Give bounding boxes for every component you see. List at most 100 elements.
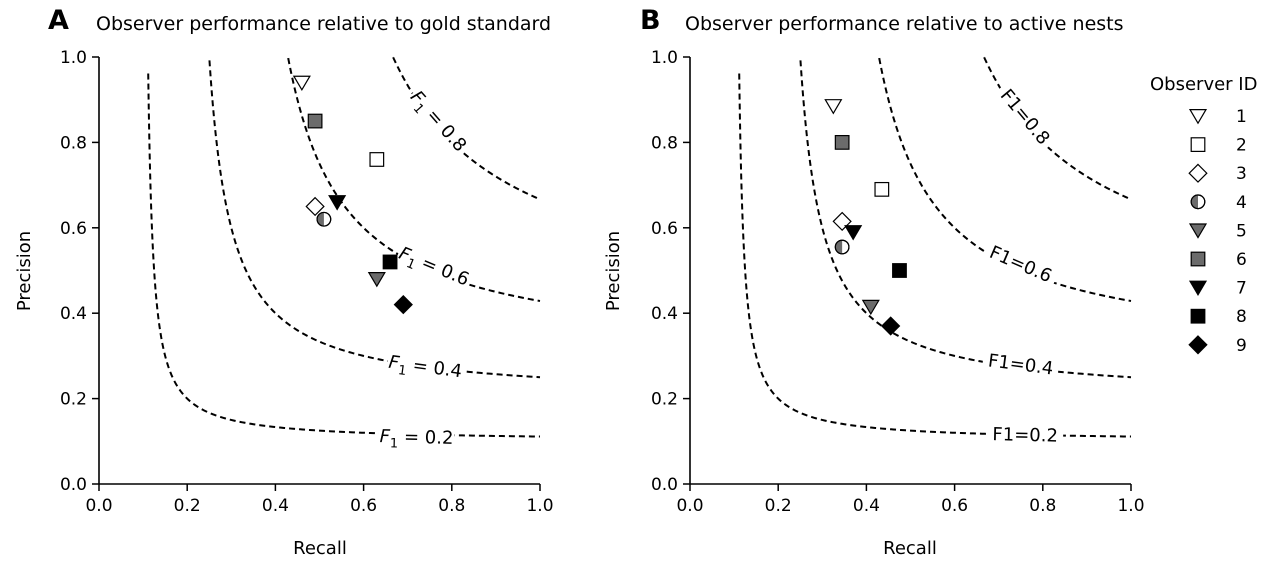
data-point-observer-1-shape <box>824 99 843 115</box>
x-tick-label: 0.0 <box>85 496 112 516</box>
f1-label-subscript: 1 <box>390 436 399 451</box>
legend-marker-observer-4-outline <box>1190 194 1206 210</box>
f1-contour-label-group: F1=0.8 <box>992 79 1060 154</box>
legend-marker-observer-6 <box>1190 251 1206 267</box>
f1-contour-label: F1 = 0.4 <box>387 352 463 387</box>
data-point-observer-8 <box>892 263 907 278</box>
f1-contour-label-bg <box>405 83 474 157</box>
legend-marker-observer-9-shape <box>1188 335 1208 355</box>
f1-contour-line <box>799 60 1132 379</box>
x-tick-label: 0.6 <box>350 496 377 516</box>
data-point-observer-7-shape <box>328 195 347 211</box>
legend-label: 2 <box>1236 136 1247 156</box>
legend-label: 3 <box>1236 164 1247 184</box>
x-axis-label: Recall <box>883 538 937 559</box>
legend-label: 7 <box>1236 279 1247 299</box>
f1-label-subscript: 1 <box>397 363 407 379</box>
y-tick-label: 0.0 <box>60 475 87 495</box>
legend-marker-observer-7-shape <box>1188 280 1208 296</box>
data-point-observer-7 <box>844 225 863 241</box>
y-tick-label: 0.2 <box>651 390 678 410</box>
legend-label: 9 <box>1236 336 1247 356</box>
data-point-observer-5-shape <box>861 299 880 316</box>
x-tick-label: 1.0 <box>1117 496 1144 516</box>
legend-marker-observer-2 <box>1190 137 1206 153</box>
f1-contour-label: F1 = 0.2 <box>379 426 453 453</box>
data-point-observer-2 <box>369 152 385 167</box>
legend-marker-observer-3 <box>1188 163 1208 183</box>
f1-contour-line <box>287 57 541 302</box>
legend-label: 5 <box>1236 221 1247 241</box>
panel-letter-a: A <box>48 5 69 36</box>
x-tick-label: 0.8 <box>438 496 465 516</box>
chart-panel-b: B Observer performance relative to activ… <box>603 5 1145 559</box>
f1-label-prefix: F <box>387 352 401 374</box>
f1-contour-label: F1 = 0.6 <box>394 243 472 294</box>
y-axis-label: Precision <box>603 231 624 311</box>
f1-label-suffix: =0.4 <box>1008 353 1054 379</box>
legend-marker-observer-1-shape <box>1188 108 1208 125</box>
y-tick-label: 1.0 <box>60 48 87 68</box>
f1-label-suffix: = 0.2 <box>398 427 454 449</box>
data-point-observer-7 <box>328 195 347 211</box>
data-point-observer-6 <box>307 113 323 129</box>
f1-contour-label-group: F1 = 0.4 <box>386 348 465 387</box>
y-tick-label: 1.0 <box>651 48 678 68</box>
chart-title: Observer performance relative to gold st… <box>96 13 551 35</box>
f1-contour-label-bg <box>981 346 1061 381</box>
y-tick-label: 0.6 <box>651 219 678 239</box>
plot-area: F1=0.2F1=0.4F1=0.6F1=0.80.0 0.2 0.4 0.6 0.8 1… <box>651 48 1145 516</box>
f1-label-prefix: F <box>379 426 391 447</box>
legend-entries: 1 2 3 4 5 6 7 8 9 <box>1188 107 1247 356</box>
x-tick-label: 0.4 <box>262 496 289 516</box>
f1-label-prefix: F1 <box>992 424 1014 445</box>
f1-contour-line <box>738 73 1132 438</box>
f1-contour-line <box>392 56 541 201</box>
x-tick-label: 0.0 <box>676 496 703 516</box>
f1-contour-label: F1 = 0.8 <box>403 87 471 159</box>
data-point-observer-4-outline <box>316 211 332 227</box>
chart-panel-a: A Observer performance relative to gold … <box>14 5 554 559</box>
data-point-observer-2-shape <box>369 152 385 167</box>
f1-contour-label-bg <box>378 423 455 449</box>
data-point-observer-4 <box>834 239 850 255</box>
data-point-observer-6-shape <box>834 134 850 150</box>
data-point-observer-5 <box>861 299 880 316</box>
legend-label: 6 <box>1236 250 1247 270</box>
data-point-observer-8-shape <box>892 263 907 278</box>
legend-label: 1 <box>1236 107 1247 127</box>
legend-marker-observer-8-shape <box>1190 308 1206 324</box>
x-tick-label: 0.6 <box>941 496 968 516</box>
data-point-observer-9 <box>881 316 901 336</box>
data-point-observer-9-shape <box>881 316 901 336</box>
f1-contour-line <box>983 56 1132 201</box>
f1-contour-line <box>147 73 541 438</box>
panel-letter-b: B <box>640 5 661 36</box>
legend-marker-observer-6-shape <box>1190 251 1206 267</box>
f1-contour-label-bg <box>992 79 1060 154</box>
f1-contour-line <box>208 60 541 379</box>
x-tick-label: 0.4 <box>853 496 880 516</box>
data-point-observer-9 <box>393 295 413 315</box>
f1-contour-label-bg <box>394 239 475 291</box>
data-point-observer-9-shape <box>393 295 413 315</box>
x-tick-label: 0.8 <box>1029 496 1056 516</box>
data-point-observer-1-shape <box>292 75 311 92</box>
y-tick-label: 0.4 <box>651 304 678 324</box>
legend-marker-observer-5 <box>1188 223 1208 239</box>
legend-marker-observer-7 <box>1188 280 1208 296</box>
f1-contour-label-group: F1=0.2 <box>986 421 1064 447</box>
data-point-observer-4 <box>316 211 332 227</box>
legend-marker-observer-8 <box>1190 308 1206 324</box>
data-point-observer-7-shape <box>844 225 863 241</box>
f1-contour-line <box>878 57 1132 302</box>
f1-contour-label-bg <box>986 421 1064 447</box>
f1-contour-label-bg <box>981 237 1061 290</box>
y-axis-label: Precision <box>14 231 35 311</box>
plot-area: F1 = 0.2F1 = 0.4F1 = 0.6F1 = 0.80.0 0.2 0.… <box>60 48 554 516</box>
legend-label: 8 <box>1236 307 1247 327</box>
data-point-observer-6 <box>834 134 850 150</box>
legend-marker-observer-3-shape <box>1188 163 1208 183</box>
data-point-observer-2-shape <box>874 181 890 197</box>
